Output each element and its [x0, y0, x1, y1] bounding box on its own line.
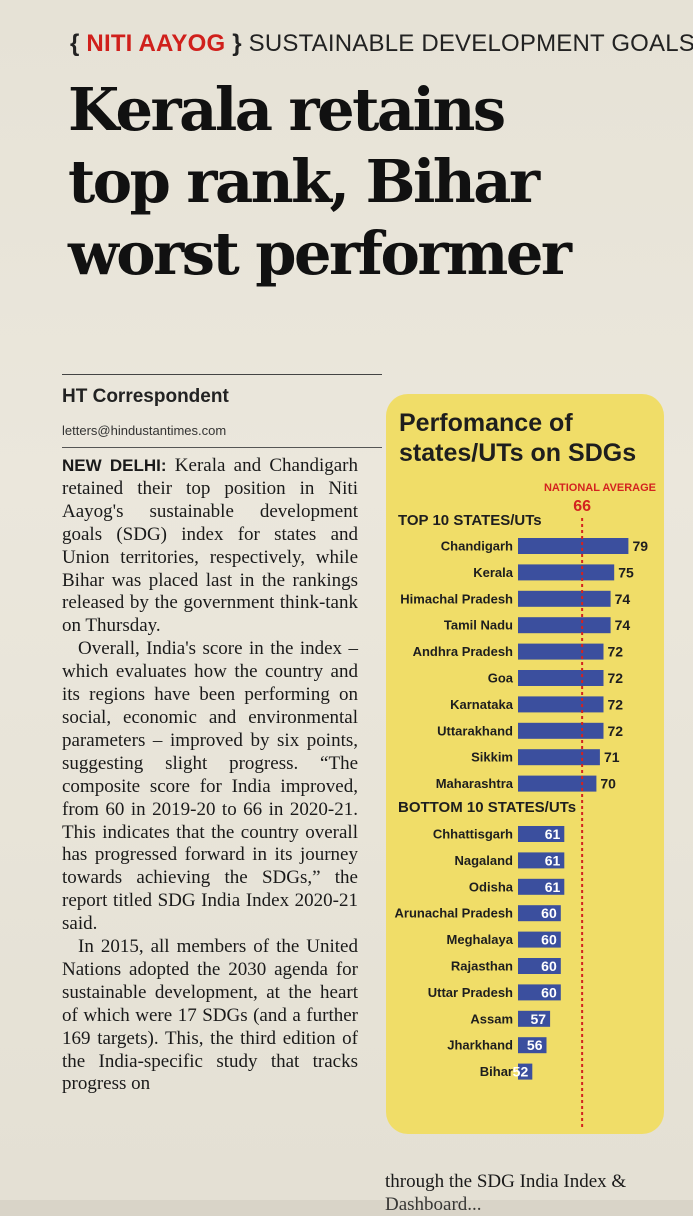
paragraph-1-text: Kerala and Chandigarh retained their top…: [62, 455, 358, 637]
value-label-1-7: 57: [530, 1011, 546, 1027]
bar-0-6: [518, 696, 604, 713]
row-label-0-1: Kerala: [473, 565, 514, 580]
value-label-1-3: 60: [541, 905, 557, 921]
dateline: NEW DELHI:: [62, 456, 167, 475]
email-rule: [62, 447, 382, 448]
value-label-1-1: 61: [545, 852, 561, 868]
article-paragraph-2: Overall, India's score in the index – wh…: [62, 638, 358, 935]
bar-0-5: [518, 670, 604, 686]
section-kicker: { NITI AAYOG } SUSTAINABLE DEVELOPMENT G…: [70, 30, 693, 58]
adjacent-line-2: Dashboard...: [385, 1194, 482, 1215]
value-label-0-7: 72: [608, 723, 624, 739]
row-label-0-7: Uttarakhand: [437, 723, 513, 738]
headline-line-3: worst performer: [68, 219, 572, 288]
row-label-1-8: Jharkhand: [447, 1038, 513, 1053]
bar-1-0: [518, 826, 565, 842]
article-paragraph-1: NEW DELHI: Kerala and Chandigarh retaine…: [62, 455, 358, 638]
bar-0-8: [518, 749, 600, 766]
row-label-0-3: Tamil Nadu: [444, 618, 513, 633]
value-label-1-5: 60: [541, 958, 557, 974]
bar-0-9: [518, 775, 597, 792]
row-label-0-0: Chandigarh: [441, 539, 513, 554]
chart-title: Perfomance of states/UTs on SDGs: [399, 409, 637, 467]
group-title-bottom: BOTTOM 10 STATES/UTs: [398, 799, 577, 816]
kicker-tag: NITI AAYOG: [86, 30, 226, 57]
national-average-value: 66: [573, 498, 592, 515]
bar-1-8: [518, 1037, 547, 1054]
row-label-1-3: Arunachal Pradesh: [395, 906, 514, 921]
bar-0-2: [518, 590, 611, 607]
kicker-close-brace: }: [232, 30, 242, 57]
row-label-0-8: Sikkim: [471, 750, 513, 765]
bar-1-2: [518, 878, 565, 895]
value-label-0-5: 72: [608, 670, 624, 686]
bar-chart: Chandigarh 79 Kerala 75 Himachal Pradesh 74 Ta…: [395, 518, 648, 1129]
bar-1-6: [518, 984, 561, 1001]
byline: HT Correspondent: [62, 386, 229, 407]
headline: Kerala retains top rank, Bihar worst per…: [68, 74, 668, 290]
value-label-0-8: 71: [604, 749, 620, 765]
value-label-0-6: 72: [608, 696, 624, 712]
bar-1-9: [518, 1063, 533, 1080]
bar-0-0: [518, 538, 629, 554]
value-label-0-3: 74: [615, 617, 631, 633]
bar-1-4: [518, 931, 561, 948]
article-paragraph-3: In 2015, all members of the United Natio…: [62, 936, 358, 1095]
value-label-0-0: 79: [632, 538, 648, 554]
headline-line-2: top rank, Bihar: [68, 147, 540, 216]
value-label-1-8: 56: [527, 1037, 543, 1053]
adjacent-line-1: through the SDG India Index &: [385, 1171, 627, 1192]
bar-1-1: [518, 852, 565, 869]
row-label-0-2: Himachal Pradesh: [400, 591, 513, 606]
kicker-topic: SUSTAINABLE DEVELOPMENT GOALS: [248, 30, 693, 57]
adjacent-column-text: through the SDG India Index & Dashboard.…: [385, 1170, 685, 1216]
value-label-1-9: 52: [513, 1064, 529, 1080]
value-label-1-0: 61: [545, 826, 561, 842]
row-label-1-2: Odisha: [469, 879, 514, 894]
sdg-chart-panel: Perfomance of states/UTs on SDGs NATIONA…: [386, 394, 664, 1134]
bar-0-1: [518, 564, 615, 581]
value-label-0-2: 74: [615, 591, 631, 607]
bar-0-4: [518, 643, 604, 660]
row-label-1-0: Chhattisgarh: [433, 827, 513, 842]
bar-1-3: [518, 905, 561, 922]
value-label-1-4: 60: [541, 932, 557, 948]
row-label-1-4: Meghalaya: [447, 932, 514, 947]
value-label-0-1: 75: [618, 564, 634, 580]
national-average-label: NATIONAL AVERAGE: [543, 482, 656, 494]
headline-line-1: Kerala retains: [68, 75, 506, 144]
bar-0-3: [518, 617, 611, 634]
row-label-0-4: Andhra Pradesh: [413, 644, 513, 659]
value-label-1-6: 60: [541, 984, 557, 1000]
row-label-0-9: Maharashtra: [436, 776, 514, 791]
row-label-1-9: Bihar: [480, 1064, 513, 1079]
row-label-0-6: Karnataka: [450, 697, 514, 712]
row-label-1-5: Rajasthan: [451, 959, 513, 974]
row-label-1-1: Nagaland: [454, 853, 513, 868]
byline-email: letters@hindustantimes.com: [62, 423, 227, 438]
bar-1-7: [518, 1010, 551, 1027]
kicker-open-brace: {: [70, 30, 80, 57]
bar-1-5: [518, 958, 561, 974]
value-label-1-2: 61: [545, 879, 561, 895]
byline-rule: [62, 374, 382, 375]
row-label-1-6: Uttar Pradesh: [428, 985, 513, 1000]
value-label-0-4: 72: [608, 644, 624, 660]
group-title-top: TOP 10 STATES/UTs: [398, 512, 542, 529]
row-label-0-5: Goa: [488, 671, 514, 686]
bar-0-7: [518, 722, 604, 739]
row-label-1-7: Assam: [470, 1011, 513, 1026]
article-body: NEW DELHI: Kerala and Chandigarh retaine…: [62, 455, 358, 1096]
value-label-0-9: 70: [600, 776, 616, 792]
